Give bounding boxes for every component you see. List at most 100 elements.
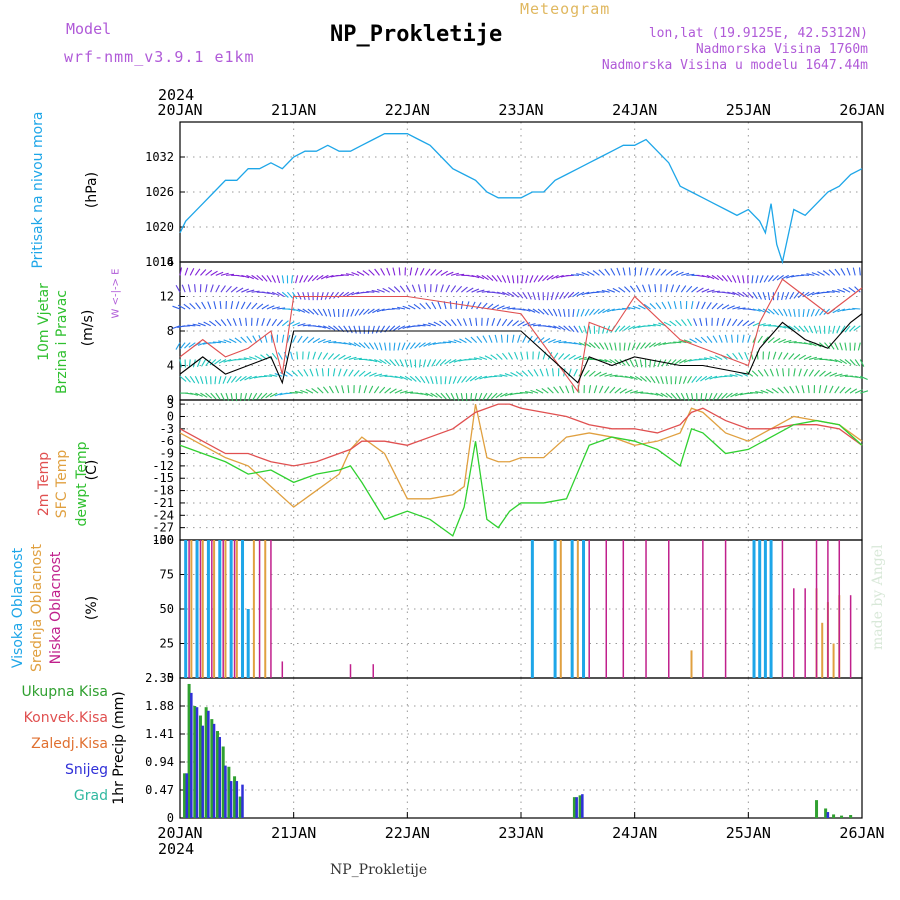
wind-arrow: [647, 324, 656, 327]
wind-arrow: [760, 389, 769, 394]
wind-arrow: [551, 368, 554, 377]
wind-arrow: [783, 325, 792, 330]
wind-arrow: [537, 308, 545, 315]
wind-arrow: [661, 301, 667, 310]
wind-arrow: [481, 274, 489, 281]
wind-arrow: [312, 351, 316, 360]
wind-arrow: [266, 305, 275, 310]
wind-arrow: [409, 267, 413, 276]
y-tick-label: 50: [160, 602, 174, 616]
wind-arrow: [402, 305, 411, 310]
wind-arrow: [552, 308, 558, 317]
wind-arrow: [291, 370, 299, 377]
wind-arrow: [271, 275, 276, 283]
y-tick-label: 8: [167, 324, 174, 338]
wind-arrow: [443, 341, 452, 344]
wind-arrow: [553, 339, 562, 344]
time-label-top: 21JAN: [271, 101, 316, 119]
cloud-low-bar: [349, 664, 352, 678]
wind-arrow: [690, 301, 694, 310]
wind-arrow: [450, 285, 457, 293]
wind-arrow: [829, 372, 838, 377]
wind-arrow: [264, 334, 268, 343]
wind-arrow: [537, 292, 540, 301]
y-tick-label: -21: [152, 496, 174, 510]
wind-arrow: [782, 368, 785, 377]
wind-arrow: [767, 292, 771, 301]
wind-arrow: [346, 308, 350, 317]
wind-arrow: [542, 274, 549, 282]
cloud-high-bar: [229, 540, 233, 678]
cloud-mid-bar: [213, 540, 216, 678]
wind-arrow: [491, 304, 500, 310]
wind-arrow: [624, 286, 631, 293]
wind-arrow: [260, 392, 268, 400]
cloud-high-bar: [241, 540, 245, 678]
wind-arrow: [616, 267, 621, 276]
wind-arrow: [537, 275, 544, 282]
time-label-top: 24JAN: [612, 101, 657, 119]
wind-arrow: [354, 308, 360, 317]
wind-arrow: [602, 308, 610, 314]
wind-arrow: [588, 308, 595, 316]
wind-arrow: [460, 393, 464, 402]
wind-arrow: [363, 371, 372, 377]
wind-arrow: [215, 392, 221, 401]
precip-snow-bar: [235, 781, 239, 818]
wind-arrow: [431, 359, 437, 367]
wind-arrow: [778, 338, 786, 344]
wind-arrow: [808, 369, 815, 377]
wind-arrow: [593, 385, 598, 394]
wind-arrow: [328, 291, 334, 300]
wind-arrow: [705, 317, 708, 326]
wind-arrow: [527, 291, 532, 300]
wind-arrow: [517, 291, 524, 299]
wind-arrow: [394, 389, 403, 394]
wind-arrow: [394, 359, 400, 367]
y-tick-label: -15: [152, 471, 174, 485]
wind-arrow: [682, 376, 687, 384]
precip-snow-bar: [207, 710, 210, 818]
wind-arrow: [386, 308, 395, 311]
wind-arrow: [716, 303, 724, 310]
wind-arrow: [207, 342, 216, 344]
wind-arrow: [506, 319, 514, 327]
wind-arrow: [553, 325, 561, 330]
wind-arrow: [686, 273, 695, 276]
wind-arrow: [189, 303, 196, 310]
wind-arrow: [464, 337, 472, 344]
y-tick-label: 4: [167, 359, 174, 373]
wind-arrow: [419, 375, 426, 384]
wind-arrow: [767, 308, 775, 315]
wind-arrow: [648, 284, 652, 293]
wind-arrow: [203, 321, 211, 327]
wind-arrow: [521, 275, 524, 284]
wind-arrow: [807, 385, 810, 394]
time-label-bottom: 25JAN: [726, 824, 771, 842]
wind-arrow: [588, 385, 592, 394]
wind-arrow: [294, 390, 303, 394]
y-tick-label: -24: [152, 508, 174, 522]
wind-arrow: [479, 356, 488, 360]
wind-arrow: [494, 334, 498, 343]
legend-convective-precip: Konvek.Kisa: [23, 710, 108, 726]
wind-arrow: [650, 267, 655, 276]
wind-arrow: [270, 334, 273, 343]
wind-arrow: [609, 342, 613, 351]
wind-arrow: [704, 357, 713, 361]
cloud-mid-bar: [832, 643, 835, 678]
precip-total-bar: [233, 776, 237, 818]
wind-arrow: [238, 317, 242, 326]
wind-arrow: [254, 355, 263, 360]
wind-arrow: [849, 325, 856, 332]
wind-arrow: [271, 291, 280, 297]
wind-arrow: [829, 342, 835, 350]
cloud-mid-bar: [264, 540, 267, 678]
wind-arrow: [265, 392, 273, 399]
wind-arrow: [708, 392, 713, 401]
wind-arrow: [522, 335, 527, 343]
wind-arrow: [757, 291, 762, 300]
wind-arrow: [409, 375, 417, 382]
wind-arrow: [793, 368, 796, 377]
wind-arrow: [675, 271, 684, 276]
